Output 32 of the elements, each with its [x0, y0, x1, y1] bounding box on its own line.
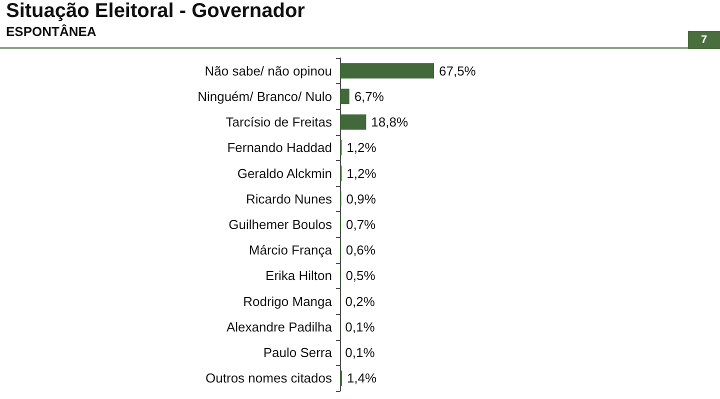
y-tick-label: Não sabe/ não opinou	[204, 63, 332, 78]
y-tick-label: Erika Hilton	[266, 268, 332, 284]
y-tick-label: Geraldo Alckmin	[237, 166, 332, 181]
y-tick-label: Alexandre Padilha	[226, 319, 333, 334]
y-tick-label: Ninguém/ Branco/ Nulo	[198, 88, 332, 104]
y-tick-label: Tarcísio de Freitas	[226, 114, 332, 130]
bar	[340, 88, 350, 104]
data-label: 0,2%	[345, 294, 376, 309]
y-tick-label: Márcio França	[248, 242, 333, 258]
data-label: 1,4%	[346, 370, 378, 386]
data-label: 0,9%	[346, 191, 376, 206]
y-tick-label: Fernando Haddad	[227, 140, 332, 156]
data-label: 6,7%	[354, 88, 384, 104]
y-tick-label: Paulo Serra	[263, 345, 333, 360]
data-label: 1,2%	[346, 140, 377, 156]
data-label: 0,6%	[346, 242, 376, 258]
data-label: 1,2%	[346, 166, 377, 181]
bar	[340, 114, 366, 130]
bar	[340, 63, 434, 78]
y-tick-label: Rodrigo Manga	[243, 294, 333, 309]
y-tick-label: Ricardo Nunes	[246, 191, 332, 206]
text: Situação Eleitoral - Governador	[6, 0, 305, 23]
text: ESPONTÂNEA	[6, 24, 96, 39]
data-label: 0,1%	[345, 319, 376, 334]
data-label: 67,5%	[439, 63, 476, 78]
text: 7	[688, 31, 720, 49]
data-label: 18,8%	[371, 114, 408, 130]
data-label: 0,7%	[346, 217, 376, 232]
data-label: 0,5%	[346, 268, 376, 284]
y-tick-label: Guilhemer Boulos	[228, 217, 332, 232]
data-label: 0,1%	[345, 345, 376, 360]
y-tick-label: Outros nomes citados	[206, 370, 332, 386]
